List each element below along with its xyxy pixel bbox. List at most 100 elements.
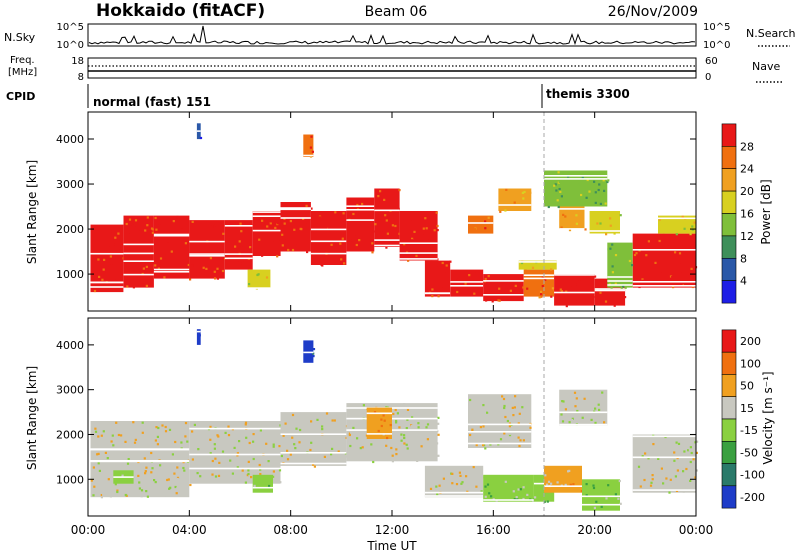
scatter-speck [568,469,571,472]
scatter-speck [331,423,334,426]
scatter-speck [484,277,487,281]
scatter-speck [312,355,315,358]
scatter-region-0-20 [498,188,532,211]
scatter-speck [94,427,97,430]
scatter-gap [189,427,281,430]
scatter-speck [221,269,225,273]
scatter-speck [159,464,162,467]
scatter-speck [504,415,507,419]
scatter-speck [97,452,100,455]
scatter-speck [109,287,112,290]
scatter-speck [350,431,353,434]
scatter-speck [618,479,621,483]
scatter-speck [253,484,256,487]
scatter-region-0-1 [123,215,154,288]
scatter-speck [496,282,499,285]
scatter-speck [403,436,406,440]
scatter-speck [295,427,298,430]
scatter-gap [607,284,633,286]
scatter-speck [227,425,230,428]
scatter-speck [161,424,164,427]
scatter-gap [483,294,524,296]
scatter-speck [198,334,201,337]
scatter-speck [248,266,251,269]
scatter-speck [160,483,163,486]
scatter-gap [90,448,190,451]
scatter-gap [468,222,494,224]
scatter-speck [564,215,567,218]
scatter-speck [632,240,636,243]
scatter-speck [250,276,253,279]
scatter-speck [334,211,337,214]
scatter-speck [137,456,140,459]
scatter-speck [560,413,563,416]
scatter-speck [289,220,292,223]
scatter-speck [98,466,102,470]
scatter-speck [168,428,172,431]
scatter-gap [153,268,190,271]
scatter-speck [690,267,693,270]
scatter-gap [450,285,484,287]
scatter-speck [140,280,143,283]
scatter-speck [163,494,166,497]
scatter-speck [674,475,677,478]
scatter-speck [565,295,568,298]
scatter-speck [120,244,123,247]
scatter-speck [550,482,553,485]
freq-panel-frame [87,57,697,79]
scatter-speck [484,227,487,230]
scatter-speck [682,245,685,248]
scatter-speck [252,433,255,436]
scatter-speck [108,264,111,267]
scatter-speck [333,424,336,427]
scatter-speck [594,201,597,204]
scatter-speck [299,412,302,415]
scatter-speck [452,275,455,278]
scatter-speck [112,245,115,248]
scatter-speck [517,488,520,491]
scatter-speck [585,483,588,486]
scatter-speck [151,231,154,234]
scatter-speck [177,216,180,219]
date-title: 26/Nov/2009 [608,4,698,20]
scatter-speck [170,250,173,253]
scatter-speck [684,273,687,276]
scatter-speck [125,222,128,226]
scatter-speck [113,256,116,259]
scatter-gap [559,423,608,426]
scatter-speck [522,419,525,422]
scatter-speck [258,238,261,241]
scatter-speck [156,443,159,446]
scatter-region-0-12 [450,269,484,297]
scatter-speck [146,216,149,219]
scatter-speck [163,258,166,261]
scatter-speck [245,430,248,433]
scatter-speck [628,245,631,248]
scatter-speck [119,230,122,233]
nsky-label: N.Sky [4,31,36,44]
scatter-speck [165,451,168,454]
scatter-speck [193,423,196,426]
scatter-speck [216,277,219,280]
scatter-speck [537,286,540,289]
scatter-speck [105,272,108,275]
scatter-speck [455,476,458,479]
scatter-speck [604,300,608,303]
scatter-gap [559,228,585,230]
colorbar-tick-label: 50 [740,380,754,393]
scatter-speck [411,416,414,419]
scatter-speck [609,247,612,250]
scatter-speck [660,444,663,447]
scatter-region-0-25 [303,134,314,157]
y-tick-label: 4000 [56,133,84,146]
scatter-speck [100,496,103,499]
scatter-speck [657,457,660,460]
scatter-speck [479,426,482,429]
x-tick-label: 20:00 [577,523,612,537]
scatter-speck [283,239,286,242]
power-colorbar: 4 8 12 16 20 24 28 [721,123,754,304]
scatter-speck [241,259,244,262]
scatter-speck [689,479,692,482]
scatter-speck [238,240,241,243]
scatter-speck [551,287,554,290]
